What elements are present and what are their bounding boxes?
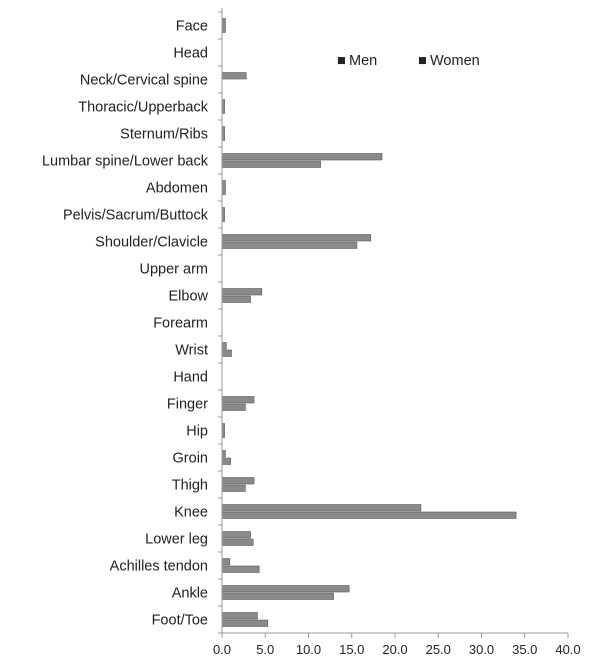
category-label: Wrist <box>175 343 208 359</box>
legend: ■ Men ■ Women <box>337 53 480 69</box>
x-tick-label: 20.0 <box>382 642 407 657</box>
x-tick-label: 40.0 <box>555 642 580 657</box>
category-label: Upper arm <box>140 262 209 278</box>
category-label: Elbow <box>169 289 209 305</box>
category-label: Abdomen <box>146 181 208 197</box>
bar-men <box>221 288 263 296</box>
bar-women <box>221 160 321 168</box>
bar-women <box>221 349 232 357</box>
bar-women <box>221 241 358 249</box>
bars-layer <box>221 18 517 627</box>
x-tick-label: 0.0 <box>213 642 231 657</box>
category-label: Knee <box>174 505 208 521</box>
x-tick-label: 10.0 <box>296 642 321 657</box>
category-label: Forearm <box>153 316 208 332</box>
category-labels: Face Head Neck/Cervical spine Thoracic/Uppe… <box>42 11 222 634</box>
bar-men <box>221 153 383 161</box>
legend-women-marker: ■ <box>418 53 427 69</box>
category-label: Thigh <box>172 478 208 494</box>
bar-women <box>221 457 231 465</box>
category-label: Face <box>176 19 208 35</box>
x-tick-label: 15.0 <box>339 642 364 657</box>
bar-women <box>221 511 517 519</box>
category-label: Lumbar spine/Lower back <box>42 154 209 170</box>
bar-men <box>221 531 251 539</box>
bar-men <box>221 18 226 26</box>
bar-men <box>221 504 422 512</box>
bar-men <box>221 180 226 188</box>
bar-men <box>221 72 247 80</box>
category-label: Ankle <box>172 586 208 602</box>
bar-women <box>221 484 246 492</box>
category-label: Pelvis/Sacrum/Buttock <box>63 208 209 224</box>
legend-men-marker: ■ <box>337 53 346 69</box>
category-label: Thoracic/Upperback <box>78 100 208 116</box>
legend-women-label: Women <box>430 53 480 69</box>
bar-men <box>221 585 350 593</box>
bar-men <box>221 612 258 620</box>
x-tick-label: 25.0 <box>426 642 451 657</box>
bar-men <box>221 477 255 485</box>
bar-women <box>221 538 254 546</box>
bar-women <box>221 565 260 573</box>
category-label: Lower leg <box>145 532 208 548</box>
category-label: Groin <box>173 451 208 467</box>
category-label: Neck/Cervical spine <box>80 73 208 89</box>
category-label: Achilles tendon <box>110 559 208 575</box>
bar-men <box>221 450 226 458</box>
category-label: Shoulder/Clavicle <box>95 235 208 251</box>
bar-women <box>221 592 334 600</box>
category-label: Sternum/Ribs <box>120 127 208 143</box>
x-tick-label: 30.0 <box>469 642 494 657</box>
bar-men <box>221 342 227 350</box>
category-label: Hip <box>186 424 208 440</box>
category-label: Foot/Toe <box>152 613 208 629</box>
bar-men <box>221 396 255 404</box>
bar-men <box>221 558 231 566</box>
bar-women <box>221 403 246 411</box>
category-label: Hand <box>173 370 208 386</box>
bar-women <box>221 619 269 627</box>
bar-women <box>221 25 226 33</box>
x-tick-label: 35.0 <box>512 642 537 657</box>
x-tick-label: 5.0 <box>256 642 274 657</box>
category-label: Finger <box>167 397 208 413</box>
category-label: Head <box>173 46 208 62</box>
legend-men-label: Men <box>349 53 377 69</box>
bar-women <box>221 187 226 195</box>
bar-men <box>221 234 372 242</box>
bar-women <box>221 295 251 303</box>
x-axis: 0.0 5.0 10.0 15.0 20.0 25.0 30.0 35.0 40.0 <box>213 632 581 657</box>
